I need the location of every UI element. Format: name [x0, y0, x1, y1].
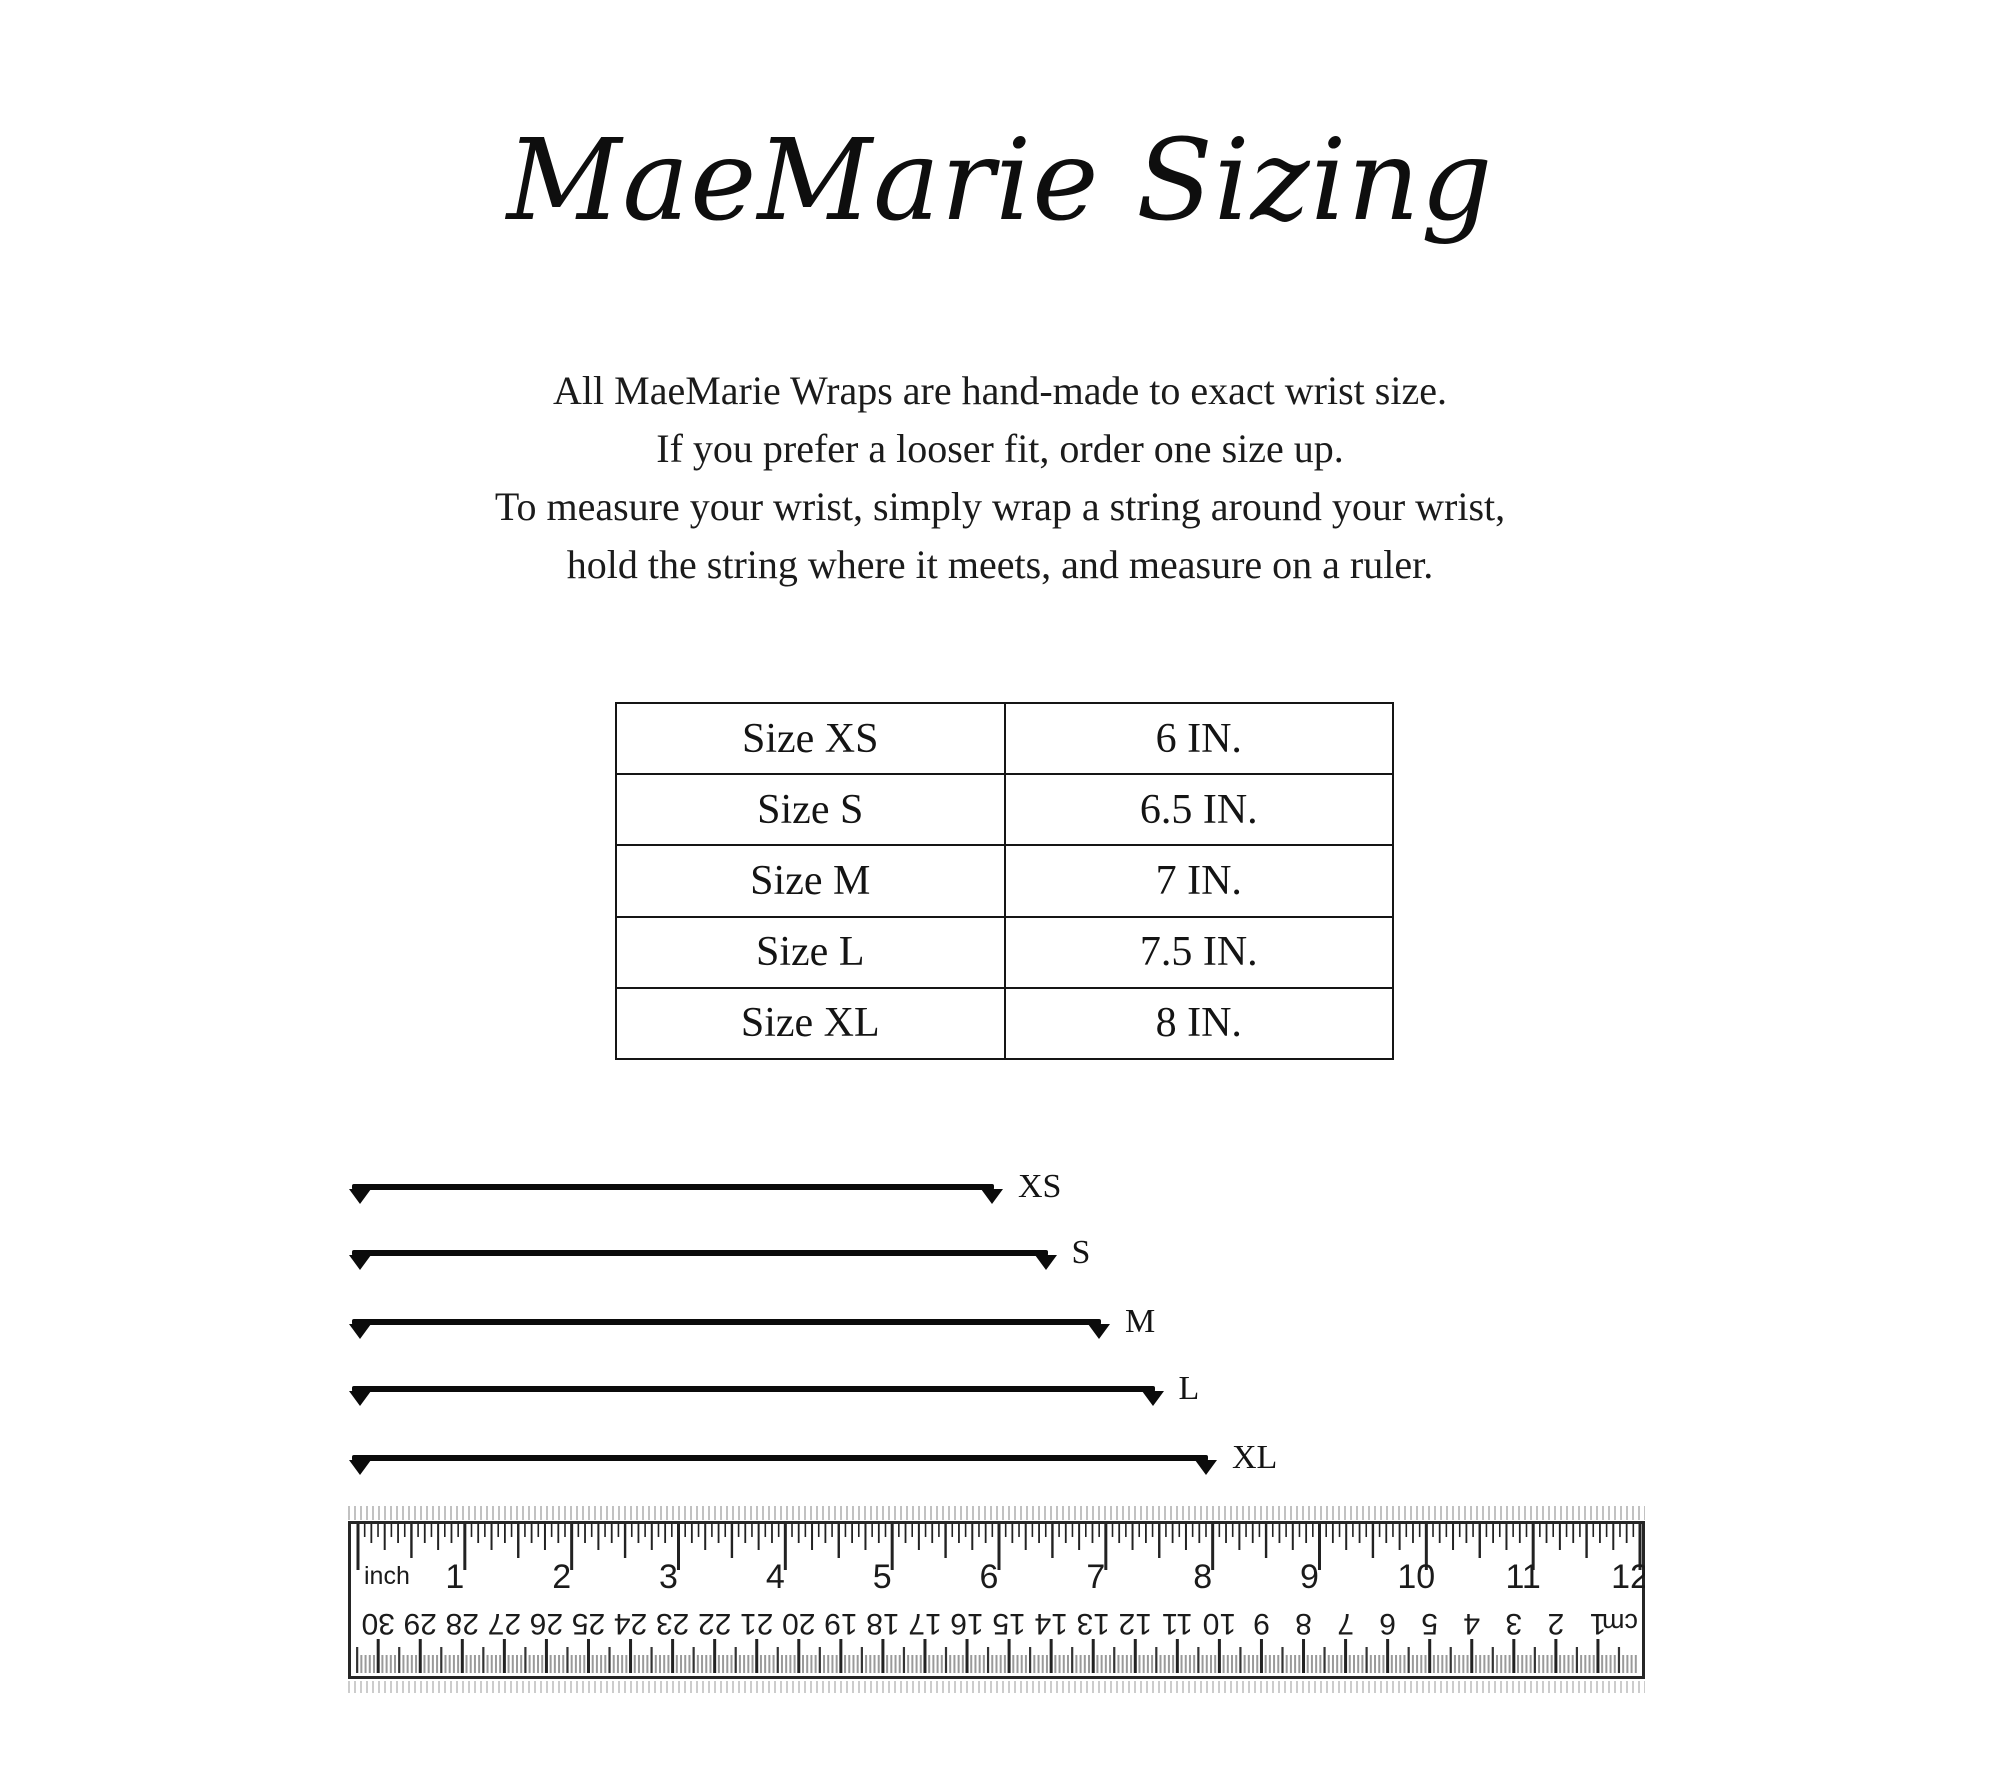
size-value-cell: 8 IN.: [1003, 986, 1394, 1061]
svg-text:7: 7: [1086, 1558, 1105, 1596]
svg-text:10: 10: [1397, 1558, 1435, 1596]
svg-text:8: 8: [1295, 1607, 1312, 1640]
svg-text:19: 19: [824, 1607, 857, 1640]
svg-text:29: 29: [404, 1607, 437, 1640]
table-row: Size XS 6 IN.: [615, 701, 1394, 776]
svg-text:1: 1: [445, 1558, 464, 1596]
svg-text:21: 21: [740, 1607, 773, 1640]
svg-text:5: 5: [1421, 1607, 1438, 1640]
svg-text:3: 3: [1505, 1607, 1522, 1640]
size-arrow-M: M: [349, 1303, 1155, 1340]
size-arrow-label: S: [1071, 1234, 1091, 1271]
svg-text:2: 2: [1548, 1607, 1565, 1640]
intro-line: To measure your wrist, simply wrap a str…: [494, 484, 1506, 529]
size-arrow-label: XS: [1018, 1168, 1062, 1205]
svg-text:10: 10: [1203, 1607, 1236, 1640]
svg-text:28: 28: [446, 1607, 479, 1640]
size-arrow-XL: XL: [349, 1439, 1277, 1476]
size-arrow-L: L: [349, 1370, 1199, 1407]
svg-text:5: 5: [873, 1558, 892, 1596]
arrowhead-right-icon: [1141, 1391, 1164, 1406]
size-value-cell: 7 IN.: [1003, 844, 1394, 918]
size-label-cell: Size L: [615, 915, 1006, 989]
arrowhead-right-icon: [1195, 1460, 1217, 1475]
svg-text:12: 12: [1611, 1558, 1645, 1596]
svg-text:22: 22: [698, 1607, 731, 1640]
table-row: Size S 6.5 IN.: [615, 773, 1394, 847]
ruler-top-shadow: [348, 1506, 1645, 1520]
svg-text:15: 15: [992, 1607, 1025, 1640]
svg-text:4: 4: [1463, 1607, 1480, 1640]
svg-text:8: 8: [1193, 1558, 1212, 1596]
svg-text:17: 17: [908, 1607, 941, 1640]
ruler-cm-scale: 1234567891011121314151617181920212223242…: [356, 1607, 1638, 1673]
size-label-cell: Size XL: [615, 986, 1006, 1061]
svg-text:27: 27: [488, 1607, 521, 1640]
svg-text:23: 23: [656, 1607, 689, 1640]
svg-text:20: 20: [782, 1607, 815, 1640]
arrowhead-right-icon: [1088, 1324, 1110, 1339]
svg-text:9: 9: [1300, 1558, 1319, 1596]
intro-text: All MaeMarie Wraps are hand-made to exac…: [0, 362, 2000, 594]
svg-text:14: 14: [1035, 1607, 1068, 1640]
svg-text:1: 1: [1590, 1607, 1607, 1640]
size-label-cell: Size S: [615, 773, 1006, 847]
svg-text:7: 7: [1337, 1607, 1354, 1640]
table-row: Size XL 8 IN.: [615, 986, 1394, 1061]
arrowhead-left-icon: [349, 1189, 371, 1204]
svg-text:4: 4: [766, 1558, 785, 1596]
size-arrow-label: L: [1178, 1370, 1200, 1407]
intro-line: hold the string where it meets, and meas…: [566, 542, 1434, 587]
svg-text:30: 30: [362, 1607, 395, 1640]
table-row: Size L 7.5 IN.: [615, 915, 1394, 989]
arrowhead-left-icon: [349, 1255, 371, 1270]
arrowhead-right-icon: [1034, 1255, 1057, 1270]
svg-text:11: 11: [1162, 1607, 1193, 1640]
svg-text:2: 2: [552, 1558, 571, 1596]
arrowhead-left-icon: [349, 1460, 371, 1475]
svg-text:3: 3: [659, 1558, 678, 1596]
ruler-bottom-shadow: [348, 1681, 1645, 1693]
size-arrow-S: S: [349, 1234, 1090, 1271]
svg-text:6: 6: [1379, 1607, 1396, 1640]
svg-text:13: 13: [1077, 1607, 1110, 1640]
svg-text:16: 16: [950, 1607, 983, 1640]
intro-line: If you prefer a looser fit, order one si…: [656, 426, 1344, 471]
size-value-cell: 6.5 IN.: [1003, 773, 1394, 847]
svg-text:18: 18: [866, 1607, 899, 1640]
table-row: Size M 7 IN.: [615, 844, 1394, 918]
size-label-cell: Size XS: [615, 701, 1006, 776]
size-table: Size XS 6 IN. Size S 6.5 IN. Size M 7 IN…: [615, 701, 1394, 1061]
page-title: MaeMarie Sizing: [506, 116, 1494, 246]
svg-text:inch: inch: [364, 1562, 410, 1590]
svg-text:24: 24: [614, 1607, 647, 1640]
svg-text:6: 6: [980, 1558, 999, 1596]
svg-text:9: 9: [1253, 1607, 1270, 1640]
svg-text:26: 26: [530, 1607, 563, 1640]
arrowhead-left-icon: [349, 1391, 371, 1406]
arrowhead-left-icon: [349, 1324, 371, 1339]
svg-text:11: 11: [1506, 1558, 1541, 1596]
svg-text:25: 25: [572, 1607, 605, 1640]
size-value-cell: 7.5 IN.: [1003, 915, 1394, 989]
intro-line: All MaeMarie Wraps are hand-made to exac…: [553, 368, 1447, 413]
svg-text:12: 12: [1119, 1607, 1152, 1640]
ruler-graphic: 1 2 3 4 5 6 7 8 9 10 11 12inch123456789101112131415…: [348, 1521, 1645, 1679]
size-arrow-XS: XS: [349, 1168, 1061, 1205]
arrowhead-right-icon: [981, 1189, 1003, 1204]
size-arrow-label: XL: [1232, 1439, 1278, 1476]
size-value-cell: 6 IN.: [1003, 701, 1394, 776]
size-arrow-label: M: [1125, 1303, 1156, 1340]
size-label-cell: Size M: [615, 844, 1006, 918]
svg-text:cm: cm: [1602, 1608, 1638, 1638]
